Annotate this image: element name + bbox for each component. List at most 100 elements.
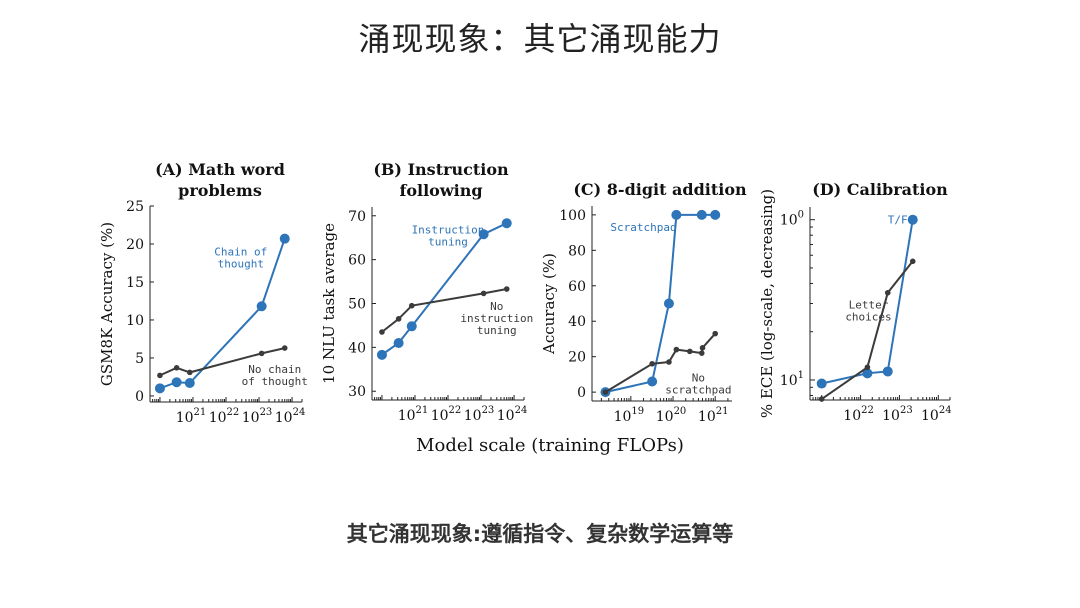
panel-0-x-tick-label-exp: 22 [227, 407, 240, 418]
panel-1-annotation-line: instruction [460, 312, 533, 325]
panel-0-y-tick-label: 0 [135, 389, 144, 405]
panel-3-series-1-point [884, 289, 891, 296]
panel-3-y-tick-label: 101 [780, 370, 804, 389]
panel-1-title-line: (B) Instruction [373, 160, 509, 179]
panel-0-series-0-point [256, 301, 267, 312]
panel-0-series-1-point [281, 345, 288, 351]
panel-0-x-tick-label-base: 10 [242, 410, 260, 426]
panel-1-series-0-point [393, 337, 404, 348]
panel-1-series-1-point [503, 286, 510, 292]
panel-0-x-tick-label-base: 10 [176, 410, 194, 426]
panel-1-x-tick-label-exp: 22 [449, 405, 462, 416]
panel-3-x-tick-label: 1024 [921, 405, 952, 424]
panel-2-series-0-point [647, 376, 658, 387]
panel-1-y-axis-label: 10 NLU task average [320, 223, 338, 384]
slide-caption: 其它涌现现象:遵循指令、复杂数学运算等 [346, 522, 734, 546]
panel-0-series-0-point [154, 383, 165, 394]
panel-2-y-tick-label: 0 [577, 385, 586, 401]
panel-2-x-tick-label-base: 10 [656, 409, 674, 425]
panel-0-annotation-line: of thought [242, 375, 308, 388]
panel-2-series-1-point [602, 389, 609, 395]
panel-2-annotation-line: Scratchpad [610, 221, 676, 234]
panel-0-x-tick-label-exp: 23 [260, 407, 273, 418]
panel-3-annotation-line: Letter [849, 298, 889, 311]
panel-0-series-1-point [157, 372, 163, 379]
panel-0-series-1-point [173, 365, 180, 371]
panel-0-x-tick-label: 1022 [209, 407, 240, 426]
panel-2-y-axis-label: Accuracy (%) [540, 253, 558, 355]
panel-1-x-tick-label-base: 10 [398, 408, 416, 424]
panel-2-annotation-line: scratchpad [665, 384, 731, 397]
panel-2-series-0-line [605, 213, 716, 394]
panel-2-series-1-point [712, 330, 719, 337]
panel-1-x-tick-label-base: 10 [497, 408, 515, 424]
panel-3-series-0-point [907, 214, 918, 225]
panel-1-x-tick-label: 1024 [497, 405, 528, 424]
panel-1-x-tick-label: 1021 [398, 405, 429, 424]
panel-1-x-tick-label: 1022 [431, 405, 462, 424]
panel-2-x-tick-label-base: 10 [698, 409, 716, 425]
panel-2-title: (C) 8-digit addition [573, 180, 747, 199]
panel-1-annotation: No instruction tuning [460, 300, 533, 337]
panel-3-series-0-point [882, 366, 893, 377]
panel-2-series-1-point [673, 346, 680, 353]
panel-3-series-1-line [821, 260, 914, 400]
panel-2-annotation: Scratchpad [610, 221, 676, 234]
panel-3-y-tick-label-base: 10 [780, 213, 798, 229]
panel-2-x-tick-label: 1021 [698, 406, 729, 425]
panel-3-series-0-point [862, 368, 873, 379]
panel-1-annotation-line: No [490, 300, 503, 313]
panel-2-x-tick-label-exp: 20 [674, 406, 687, 417]
panel-0-y-axis-label: GSM8K Accuracy (%) [98, 222, 116, 386]
panel-0-x-tick-label-exp: 21 [194, 407, 207, 418]
panel-1-series-0-point [478, 229, 489, 240]
panel-3-y-tick-label-exp: 0 [798, 210, 804, 221]
panel-1-annotation: Instruction tuning [412, 223, 485, 248]
panel-2-y-tick-label: 40 [568, 314, 586, 330]
panel-0-title: (A) Math word problems [155, 160, 285, 200]
panel-2-series-0-point [710, 209, 721, 220]
panel-3-y-axis-label: % ECE (log-scale, decreasing) [758, 189, 776, 418]
panel-1-series-1-point [395, 316, 402, 322]
panel-2-x-tick-label: 1019 [614, 406, 645, 425]
panel-1-annotation-line: Instruction [412, 223, 485, 236]
panel-2-x-tick-label-exp: 19 [631, 406, 644, 417]
panel-1-series-0-point [501, 218, 512, 229]
panel-3-title-line: (D) Calibration [812, 180, 948, 199]
panel-1-annotation-line: tuning [428, 235, 468, 248]
panel-3-annotation-line: choices [845, 310, 891, 323]
panel-3-y-tick-label-exp: 1 [798, 370, 804, 381]
panel-3-x-tick-label-exp: 24 [939, 405, 952, 416]
panel-1-title: (B) Instruction following [373, 160, 509, 200]
panel-2-y-tick-label: 80 [568, 243, 586, 259]
panel-0-annotation-line: No chain [248, 363, 301, 376]
panel-3-series-1-point [818, 396, 825, 402]
panel-0-x-tick-label: 1021 [176, 407, 207, 426]
panel-3-x-tick-label: 1023 [882, 405, 913, 424]
panel-3-series-1-point [909, 258, 916, 265]
panel-2-x-tick-label: 1020 [656, 406, 687, 425]
panel-1-y-tick-label: 70 [348, 209, 366, 225]
panel-0-x-tick-label-base: 10 [275, 410, 293, 426]
panel-0-x-tick-label: 1023 [242, 407, 273, 426]
panel-3-annotation-line: T/F [888, 213, 908, 226]
panel-0-annotation-line: Chain of [214, 245, 267, 258]
panel-1-x-tick-label: 1023 [464, 405, 495, 424]
panel-2-annotation: No scratchpad [665, 372, 731, 397]
panel-0-title-line: (A) Math word [155, 160, 285, 179]
panel-3-y-tick-label-base: 10 [780, 373, 798, 389]
panel-3-annotation: Letter choices [845, 298, 891, 323]
panel-1-x-tick-label-exp: 21 [416, 405, 429, 416]
panel-2-x-tick-label-exp: 21 [716, 406, 729, 417]
panel-0-annotation-line: thought [218, 257, 264, 270]
panel-2-title-line: (C) 8-digit addition [573, 180, 747, 199]
panel-0-series-0-point [279, 233, 290, 244]
panel-1-series-1-point [480, 290, 487, 297]
panel-1-annotation-line: tuning [477, 324, 517, 337]
panel-0-series-0-point [184, 378, 195, 389]
